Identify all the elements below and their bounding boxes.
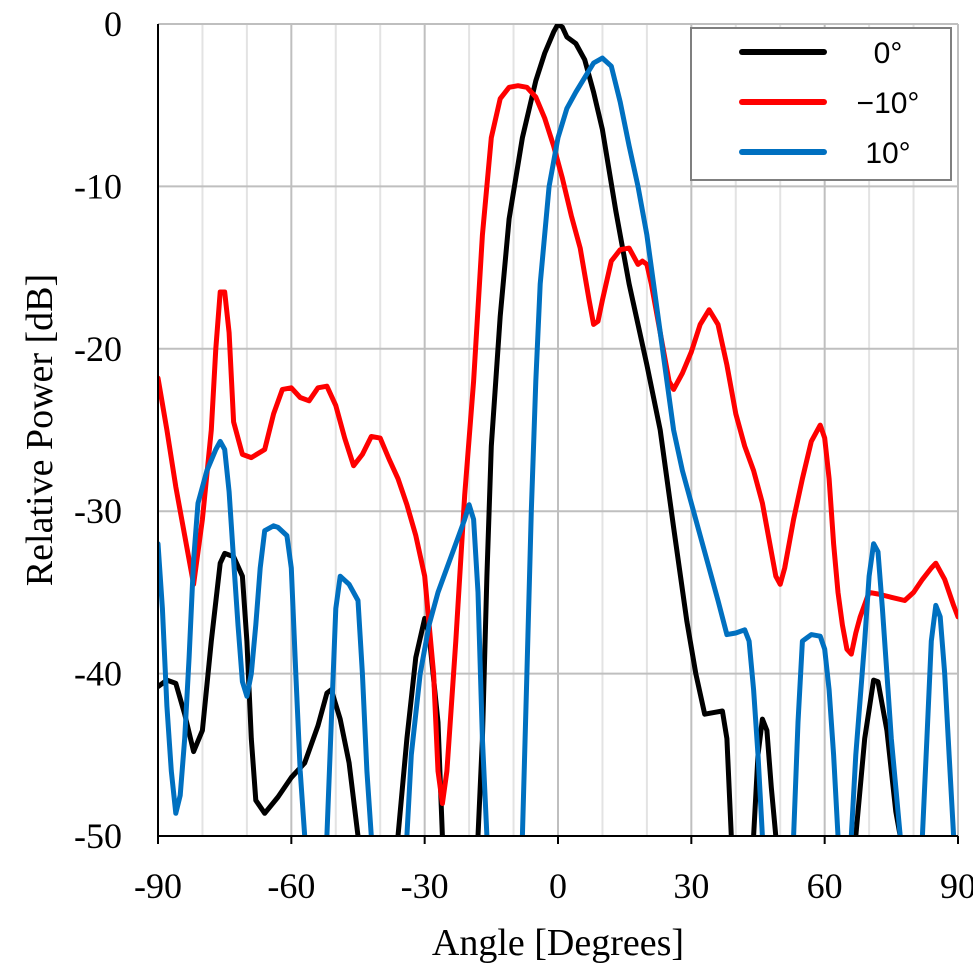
legend: 0° −10° 10° xyxy=(690,27,952,181)
y-tick-label: -20 xyxy=(74,329,122,369)
x-tick-label: 60 xyxy=(807,866,843,906)
y-tick-label: 0 xyxy=(104,4,122,44)
x-tick-label: 30 xyxy=(673,866,709,906)
legend-label: 10° xyxy=(865,137,910,170)
legend-label: −10° xyxy=(857,87,920,120)
series-layer xyxy=(158,24,958,836)
tick-labels: -90 -60 -30 0 30 60 90 0 -10 -20 -30 -40 -50 xyxy=(74,4,973,906)
x-tick-label: 0 xyxy=(549,866,567,906)
series-line-1 xyxy=(158,83,958,806)
y-tick-label: -30 xyxy=(74,491,122,531)
series-line-2 xyxy=(158,55,957,836)
x-tick-label: -60 xyxy=(267,866,315,906)
y-tick-label: -50 xyxy=(74,816,122,856)
x-axis-title: Angle [Degrees] xyxy=(432,922,684,964)
y-axis-title: Relative Power [dB] xyxy=(19,274,61,586)
y-tick-label: -10 xyxy=(74,166,122,206)
axes xyxy=(157,24,959,844)
x-tick-label: -90 xyxy=(134,866,182,906)
x-tick-label: 90 xyxy=(940,866,973,906)
legend-label: 0° xyxy=(874,37,903,70)
x-tick-label: -30 xyxy=(401,866,449,906)
y-tick-label: -40 xyxy=(74,654,122,694)
